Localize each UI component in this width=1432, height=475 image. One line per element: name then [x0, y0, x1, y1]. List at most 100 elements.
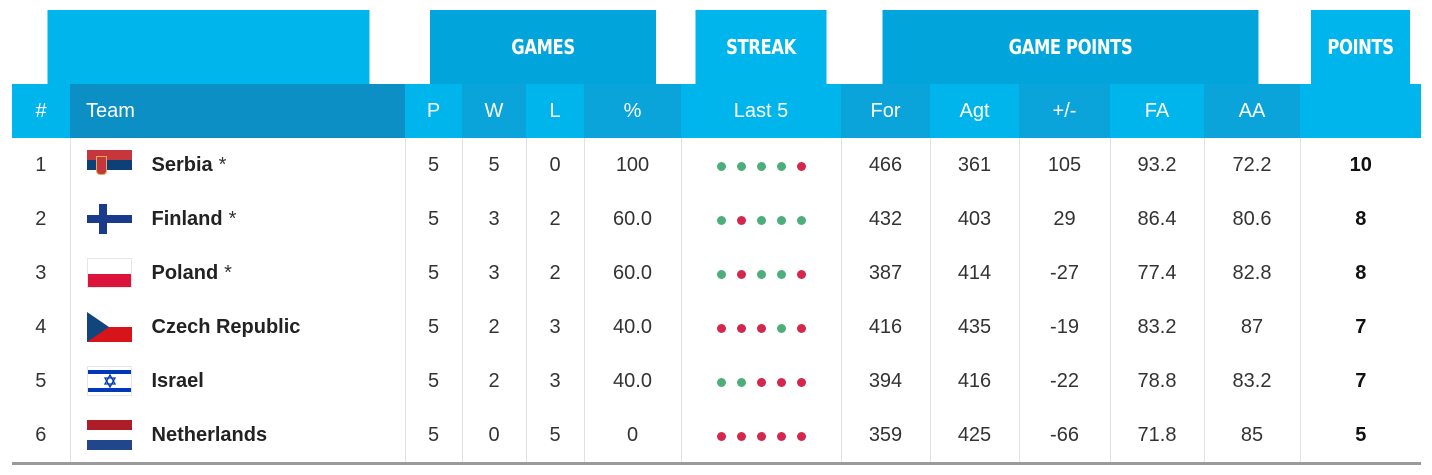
loss-dot — [736, 323, 746, 333]
fa-cell: 93.2 — [1110, 138, 1205, 192]
win-dot — [736, 377, 746, 387]
lost-cell: 2 — [526, 192, 585, 246]
column-header-fa[interactable]: FA — [1110, 84, 1204, 138]
column-header-row: # Team P W L % Last 5 For Agt +/- FA AA — [12, 84, 1422, 138]
points-cell: 7 — [1355, 315, 1367, 338]
win-dot — [756, 215, 766, 225]
won-cell: 0 — [462, 408, 527, 465]
group-header-games: GAMES — [429, 10, 657, 84]
loss-dot — [776, 431, 786, 441]
column-header-for[interactable]: For — [841, 84, 930, 138]
loss-dot — [796, 161, 806, 171]
poland-flag-icon — [86, 258, 132, 288]
lost-cell: 3 — [526, 300, 585, 354]
column-header-won[interactable]: W — [462, 84, 526, 138]
column-header-rank[interactable]: # — [12, 84, 70, 138]
table-row[interactable]: 6 Netherlands 5 0 5 0 — [12, 408, 1422, 465]
column-header-played[interactable]: P — [405, 84, 462, 138]
team-cell[interactable]: Serbia * — [70, 138, 406, 192]
against-cell: 403 — [930, 192, 1020, 246]
column-header-percent[interactable]: % — [584, 84, 681, 138]
rank-cell: 2 — [12, 192, 71, 246]
for-cell: 416 — [841, 300, 931, 354]
loss-dot — [776, 377, 786, 387]
played-cell: 5 — [405, 138, 463, 192]
group-header-row: GAMES STREAK GAME POINTS POINTS — [12, 10, 1421, 84]
table-row[interactable]: 1 Serbia * 5 5 0 1 — [12, 138, 1421, 192]
diff-cell: -66 — [1019, 408, 1111, 465]
team-name[interactable]: Finland — [151, 207, 223, 230]
table-row[interactable]: 2 Finland * 5 3 2 60.0 432 — [12, 192, 1421, 246]
diff-cell: 29 — [1019, 192, 1111, 246]
percent-cell: 60.0 — [584, 246, 682, 300]
diff-cell: -19 — [1019, 300, 1111, 354]
diff-cell: -22 — [1019, 354, 1111, 408]
played-cell: 5 — [405, 300, 463, 354]
played-cell: 5 — [405, 354, 463, 408]
aa-cell: 87 — [1204, 300, 1301, 354]
table-row[interactable]: 4 Czech Republic 5 2 3 40.0 — [12, 300, 1421, 354]
qualified-mark: * — [224, 261, 232, 284]
win-dot — [776, 161, 786, 171]
win-dot — [756, 161, 766, 171]
lost-cell: 5 — [526, 408, 585, 465]
team-cell[interactable]: Czech Republic — [70, 300, 406, 354]
streak-cell — [681, 408, 842, 465]
win-dot — [716, 269, 726, 279]
loss-dot — [796, 377, 806, 387]
group-header-blank — [47, 10, 370, 84]
team-cell[interactable]: Israel — [70, 354, 406, 408]
won-cell: 3 — [462, 192, 527, 246]
fa-cell: 77.4 — [1110, 246, 1205, 300]
team-name[interactable]: Netherlands — [151, 423, 268, 446]
loss-dot — [736, 215, 746, 225]
played-cell: 5 — [405, 192, 463, 246]
israel-flag-icon — [86, 366, 132, 396]
rank-cell: 1 — [12, 138, 71, 192]
rank-cell: 4 — [12, 300, 71, 354]
column-header-lost[interactable]: L — [526, 84, 584, 138]
against-cell: 425 — [930, 408, 1020, 465]
played-cell: 5 — [405, 246, 463, 300]
streak-cell — [681, 354, 842, 408]
streak-cell — [681, 300, 842, 354]
column-header-points[interactable] — [1300, 84, 1422, 138]
against-cell: 435 — [930, 300, 1020, 354]
win-dot — [796, 215, 806, 225]
team-name[interactable]: Israel — [151, 369, 204, 392]
loss-dot — [716, 323, 726, 333]
column-header-diff[interactable]: +/- — [1019, 84, 1110, 138]
for-cell: 394 — [841, 354, 931, 408]
win-dot — [736, 161, 746, 171]
lost-cell: 3 — [526, 354, 585, 408]
win-dot — [716, 377, 726, 387]
rank-cell: 6 — [12, 408, 71, 465]
group-header-game-points: GAME POINTS — [882, 10, 1259, 84]
team-name[interactable]: Serbia — [151, 153, 213, 176]
win-dot — [716, 161, 726, 171]
fa-cell: 83.2 — [1110, 300, 1205, 354]
for-cell: 432 — [841, 192, 931, 246]
aa-cell: 80.6 — [1204, 192, 1301, 246]
lost-cell: 0 — [526, 138, 585, 192]
finland-flag-icon — [86, 204, 132, 234]
column-header-last5[interactable]: Last 5 — [681, 84, 841, 138]
win-dot — [776, 323, 786, 333]
aa-cell: 83.2 — [1204, 354, 1301, 408]
team-cell[interactable]: Netherlands — [70, 408, 406, 465]
team-name[interactable]: Poland — [151, 261, 219, 284]
column-header-aa[interactable]: AA — [1204, 84, 1301, 138]
points-cell: 8 — [1355, 261, 1367, 284]
for-cell: 359 — [841, 408, 931, 465]
table-row[interactable]: 3 Poland * 5 3 2 60.0 387 — [12, 246, 1421, 300]
team-cell[interactable]: Finland * — [70, 192, 406, 246]
table-row[interactable]: 5 Israel — [12, 354, 1421, 408]
win-dot — [756, 269, 766, 279]
team-name[interactable]: Czech Republic — [151, 315, 301, 338]
team-cell[interactable]: Poland * — [70, 246, 406, 300]
against-cell: 416 — [930, 354, 1020, 408]
won-cell: 3 — [462, 246, 527, 300]
column-header-team[interactable]: Team — [70, 84, 405, 138]
points-cell: 8 — [1355, 207, 1367, 230]
column-header-against[interactable]: Agt — [930, 84, 1019, 138]
